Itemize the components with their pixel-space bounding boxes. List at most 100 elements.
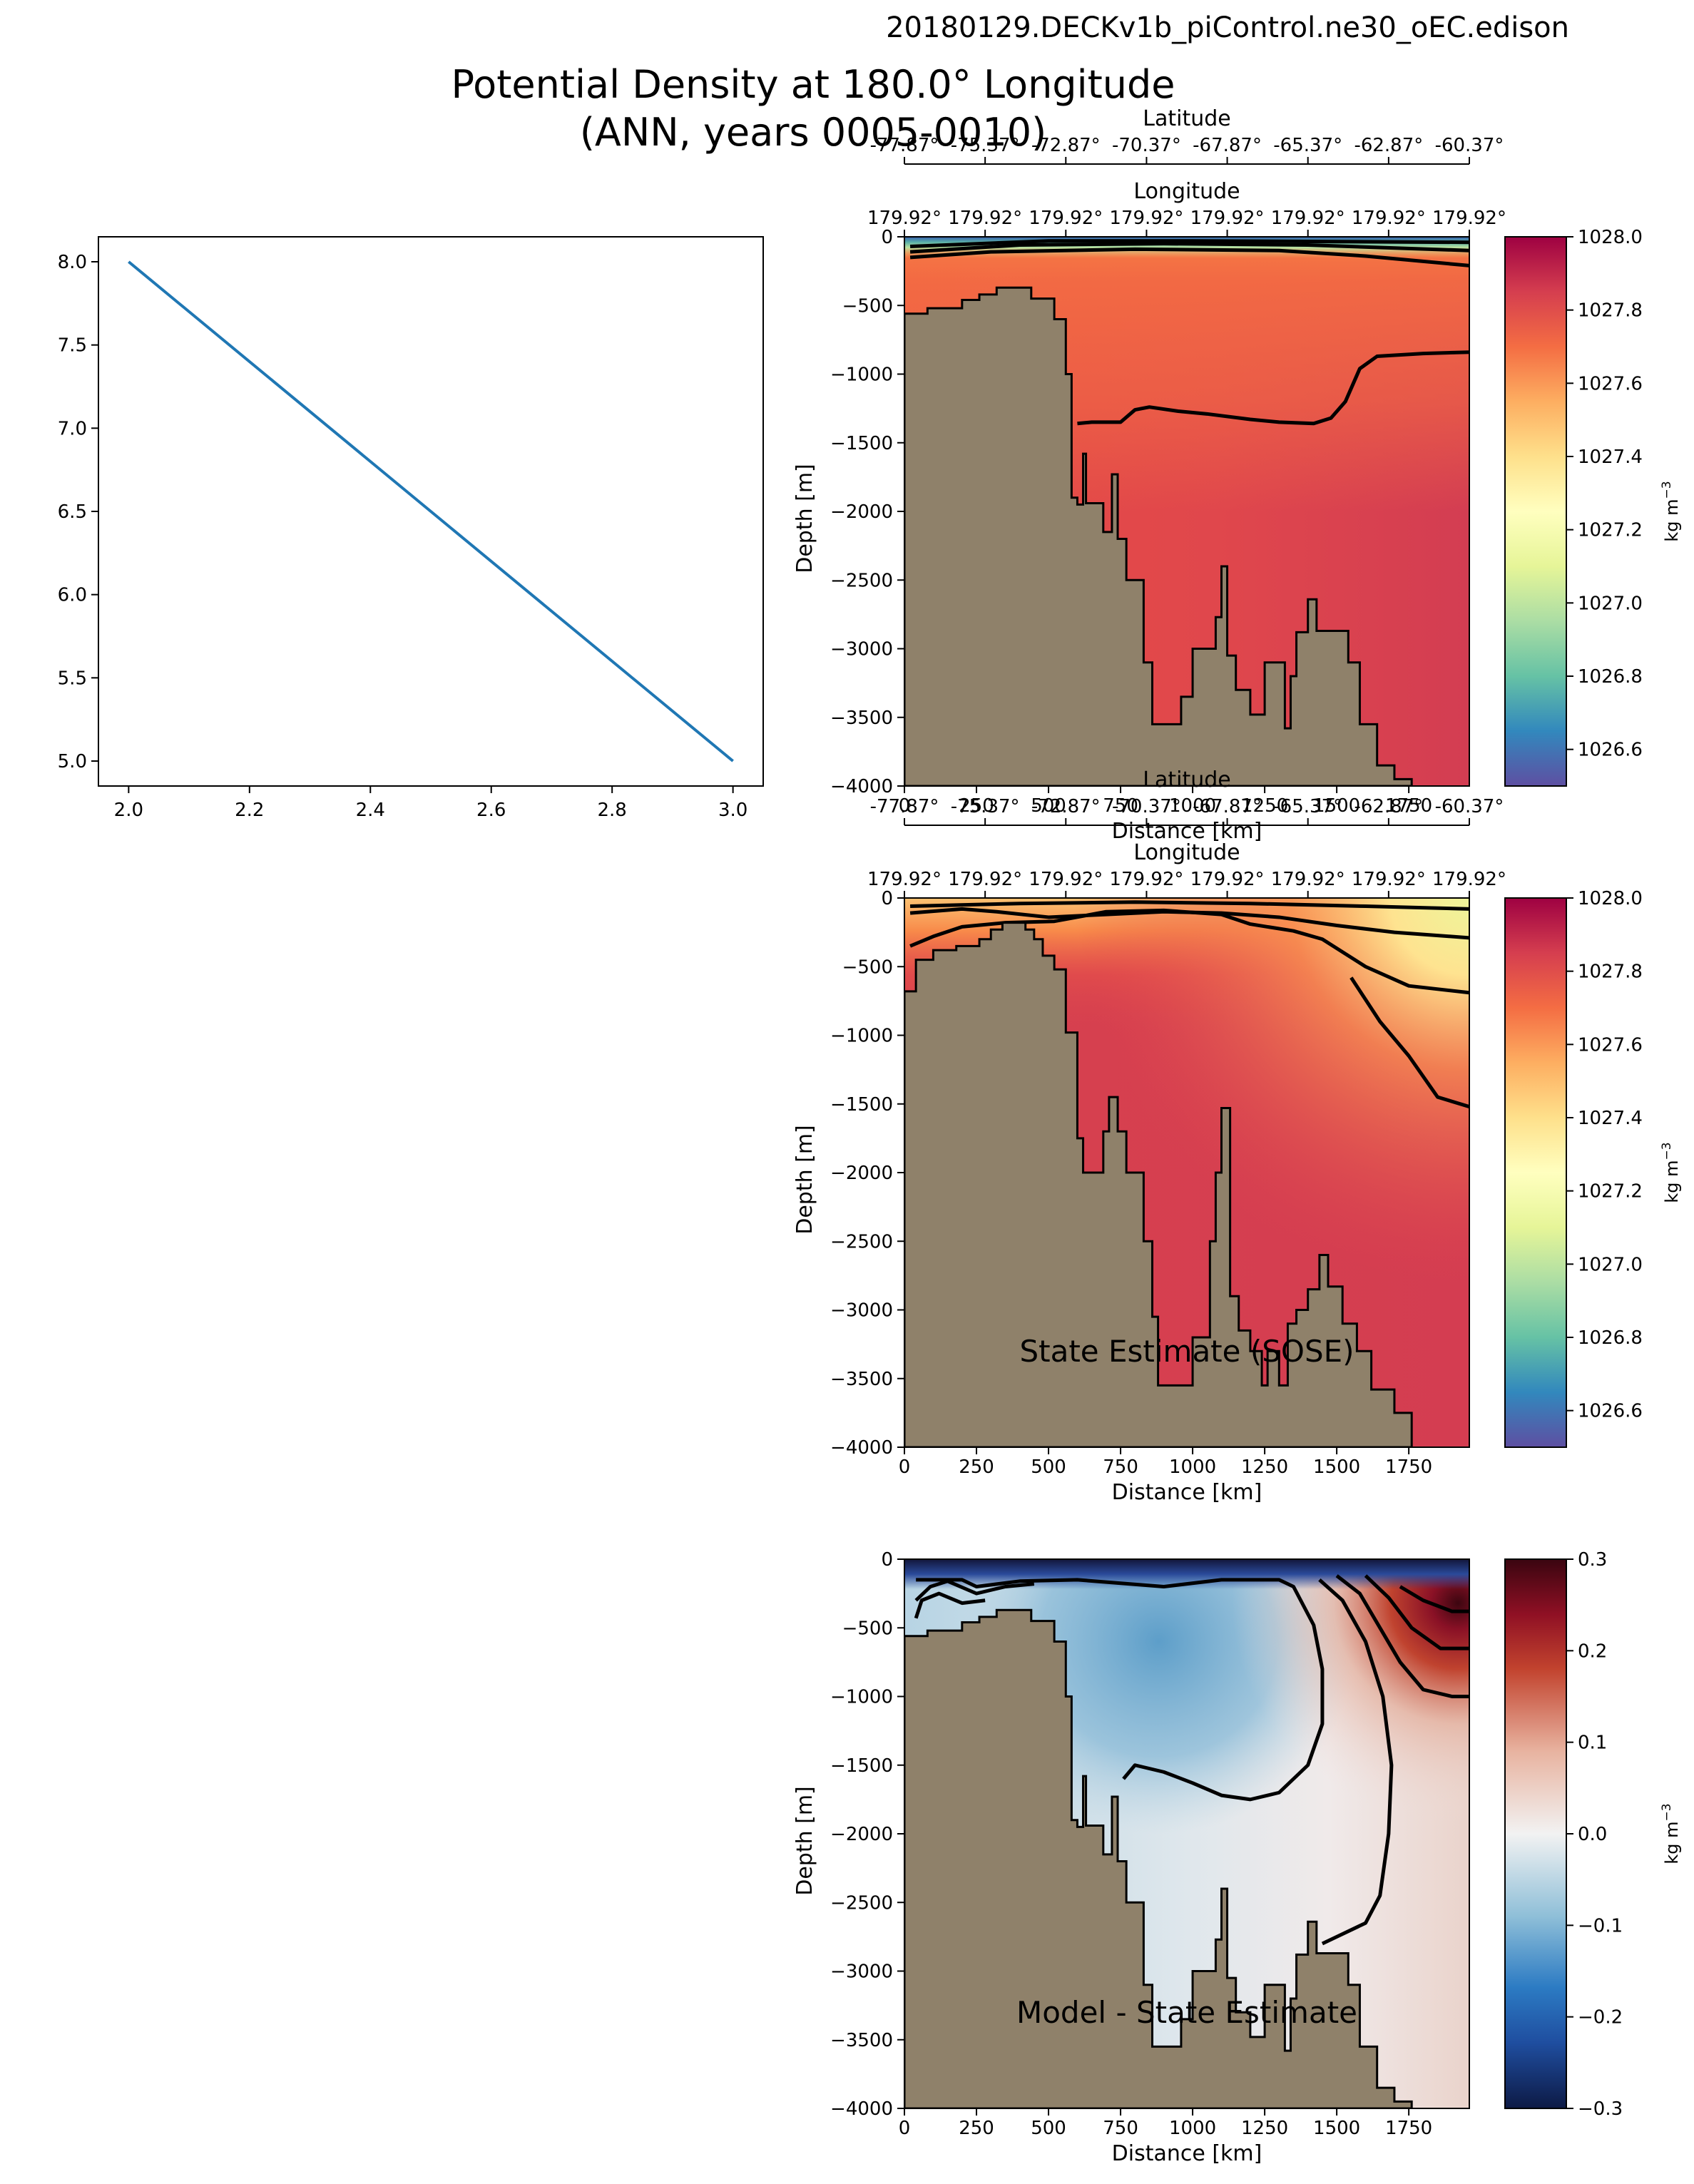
contour-line	[1399, 1585, 1469, 1613]
section-field	[904, 237, 1469, 786]
y-tick-label: −500	[842, 956, 893, 978]
y-tick-label: −2000	[830, 1163, 893, 1184]
y-tick-label: −1000	[830, 1687, 893, 1708]
contour-line	[910, 900, 1469, 911]
x-tick-label: 750	[1103, 2118, 1138, 2139]
colorbar-label-exponent: −3	[1660, 481, 1674, 499]
difference-section-panel: Model - State Estimate 0 −500 −1000 −1500 −20…	[792, 1549, 1682, 2166]
x-tick-label: 250	[959, 2118, 994, 2139]
colorbar-tick-label: 1027.6	[1578, 1034, 1643, 1056]
colorbar-label-exponent: −3	[1660, 1803, 1674, 1821]
y-tick-label: −2500	[830, 570, 893, 591]
latitude-axis-label: Latitude	[1143, 106, 1230, 131]
colorbar-tick-label: −0.2	[1578, 2007, 1623, 2029]
y-tick-label: 6.5	[58, 501, 87, 523]
section-field	[904, 1559, 1469, 2108]
y-tick-label: 5.5	[58, 668, 87, 689]
longitude-tick-label: 179.92°	[948, 208, 1022, 229]
y-tick-label: −500	[842, 295, 893, 317]
contour-line	[1335, 1574, 1469, 1698]
x-tick-label: 500	[1031, 795, 1066, 817]
longitude-tick-label: 179.92°	[1190, 869, 1265, 890]
x-tick-label: 1500	[1313, 795, 1360, 817]
colorbar-label-unit: kg m	[1662, 1160, 1682, 1203]
longitude-axis-label: Longitude	[1133, 179, 1240, 204]
contour-line	[909, 242, 1469, 254]
colorbar-label-unit: kg m	[1662, 1821, 1682, 1864]
x-tick-label: 2.6	[476, 800, 506, 821]
colorbar	[1504, 1558, 1567, 2109]
y-tick-label: −1000	[830, 364, 893, 386]
colorbar-tick-label: 0.1	[1578, 1733, 1607, 1754]
state-estimate-section-panel: State Estimate (SOSE) 0 −500 −1000 −1500 −200…	[792, 767, 1682, 1505]
longitude-axis-label: Longitude	[1133, 840, 1240, 865]
x-tick-label: 1750	[1385, 795, 1432, 817]
colorbar	[1504, 897, 1567, 1448]
figure-title-line1: Potential Density at 180.0° Longitude	[451, 62, 1175, 107]
latitude-tick-label: -75.37°	[951, 135, 1020, 156]
panel-title: State Estimate (SOSE)	[1019, 1334, 1354, 1369]
latitude-tick-label: -70.37°	[1112, 135, 1181, 156]
colorbar-tick-label: 1027.0	[1578, 593, 1643, 614]
x-tick-label: 750	[1103, 1456, 1138, 1478]
y-tick-label: −3500	[830, 708, 893, 729]
x-tick-label: 2.2	[235, 800, 264, 821]
colorbar-tick-label: 1026.6	[1578, 740, 1643, 761]
y-tick-label: 7.0	[58, 418, 87, 439]
latitude-tick-label: -77.87°	[870, 796, 939, 817]
longitude-tick-label: 179.92°	[1109, 208, 1183, 229]
x-tick-label: 2.0	[114, 800, 143, 821]
longitude-tick-label: 179.92°	[867, 869, 942, 890]
x-axis-label: Distance [km]	[1112, 2141, 1262, 2166]
colorbar-label-exponent: −3	[1660, 1142, 1674, 1160]
latitude-tick-label: -62.87°	[1354, 796, 1423, 817]
section-field	[904, 898, 1469, 1447]
y-tick-label: −1000	[830, 1026, 893, 1047]
colorbar-tick-label: 1027.4	[1578, 1108, 1643, 1129]
y-tick-label: 8.0	[58, 252, 87, 273]
latitude-tick-label: -67.87°	[1193, 135, 1262, 156]
colorbar-tick-label: 1027.2	[1578, 1181, 1643, 1203]
colorbar-tick-label: 1027.2	[1578, 520, 1643, 541]
y-tick-label: 6.0	[58, 585, 87, 606]
x-axis-label: Distance [km]	[1112, 1480, 1262, 1505]
x-tick-label: 2.4	[356, 800, 385, 821]
contour-line	[909, 239, 1469, 248]
x-tick-label: 750	[1103, 795, 1138, 817]
longitude-tick-label: 179.92°	[1432, 208, 1506, 229]
x-tick-label: 1750	[1385, 2118, 1432, 2139]
y-tick-label: −1500	[830, 433, 893, 454]
y-axis-label: Depth [m]	[792, 464, 817, 573]
longitude-tick-label: 179.92°	[948, 869, 1022, 890]
y-tick-label: −2000	[830, 1824, 893, 1845]
y-tick-label: −3000	[830, 639, 893, 660]
colorbar-label: kg m−3	[1660, 481, 1682, 541]
y-tick-label: −3500	[830, 1369, 893, 1390]
y-tick-label: −500	[842, 1618, 893, 1639]
figure-title-line2: (ANN, years 0005-0010)	[580, 110, 1046, 155]
x-tick-label: 250	[959, 1456, 994, 1478]
contour-line	[1364, 1574, 1469, 1650]
y-tick-label: −1500	[830, 1094, 893, 1116]
x-tick-label: 1000	[1169, 1456, 1216, 1478]
x-tick-label: 0	[899, 795, 911, 817]
colorbar-label: kg m−3	[1660, 1803, 1682, 1864]
contour-line	[909, 908, 1469, 995]
x-tick-label: 1000	[1169, 2118, 1216, 2139]
latitude-tick-label: -60.37°	[1435, 796, 1504, 817]
longitude-tick-label: 179.92°	[1190, 208, 1265, 229]
longitude-tick-label: 179.92°	[1352, 869, 1426, 890]
y-tick-label: −3500	[830, 2030, 893, 2051]
colorbar-tick-label: 1028.0	[1578, 227, 1643, 248]
colorbar-label-unit: kg m	[1662, 499, 1682, 541]
contour-line	[916, 1578, 1325, 1802]
longitude-tick-label: 179.92°	[1352, 208, 1426, 229]
colorbar-label: kg m−3	[1660, 1142, 1682, 1203]
x-axis-label: Distance [km]	[1112, 819, 1262, 844]
colorbar-tick-label: 0.3	[1578, 1549, 1607, 1571]
x-tick-label: 0	[899, 1456, 911, 1478]
y-tick-label: 5.0	[58, 751, 87, 772]
contour-line	[914, 1591, 986, 1619]
colorbar-tick-label: −0.1	[1578, 1915, 1623, 1936]
